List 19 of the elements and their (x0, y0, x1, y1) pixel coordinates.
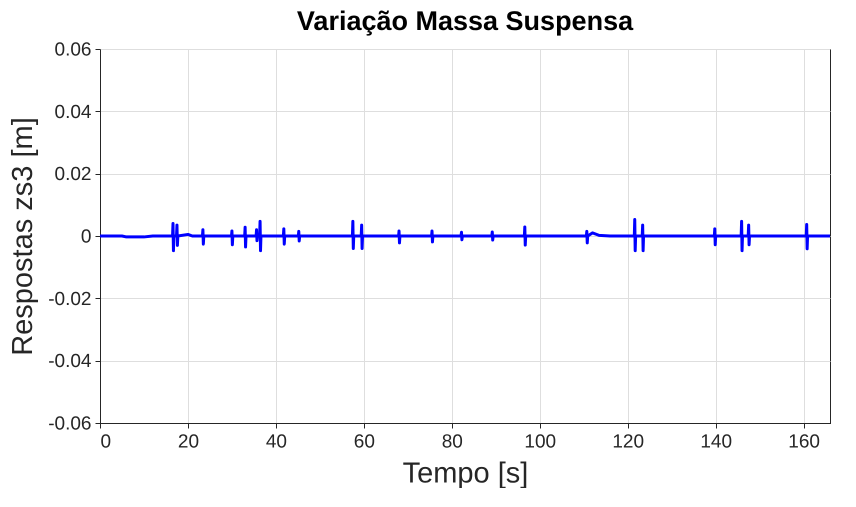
x-tick-label: 120 (612, 432, 644, 452)
y-axis-title: Respostas zs3 [m] (7, 117, 40, 356)
y-tick-label: -0.04 (48, 351, 92, 372)
x-tick-label: 20 (178, 432, 200, 452)
x-tick-label: 140 (700, 432, 732, 452)
y-tick-label: 0.06 (54, 40, 92, 60)
x-tick-label: 40 (266, 432, 287, 452)
y-tick-label: -0.02 (48, 288, 92, 310)
x-tick-label: 160 (788, 432, 820, 452)
y-tick-label: -0.06 (48, 414, 92, 434)
x-tick-label: 80 (442, 432, 463, 452)
y-tick-label: 0.02 (54, 164, 92, 186)
y-tick-label: 0 (80, 226, 92, 248)
x-tick-label: 0 (100, 432, 112, 452)
y-tick-label: 0.04 (54, 102, 92, 123)
x-tick-label: 100 (524, 432, 556, 452)
line-series (100, 218, 830, 252)
x-tick-label: 60 (354, 432, 375, 452)
chart-title: Variação Massa Suspensa (296, 6, 634, 36)
